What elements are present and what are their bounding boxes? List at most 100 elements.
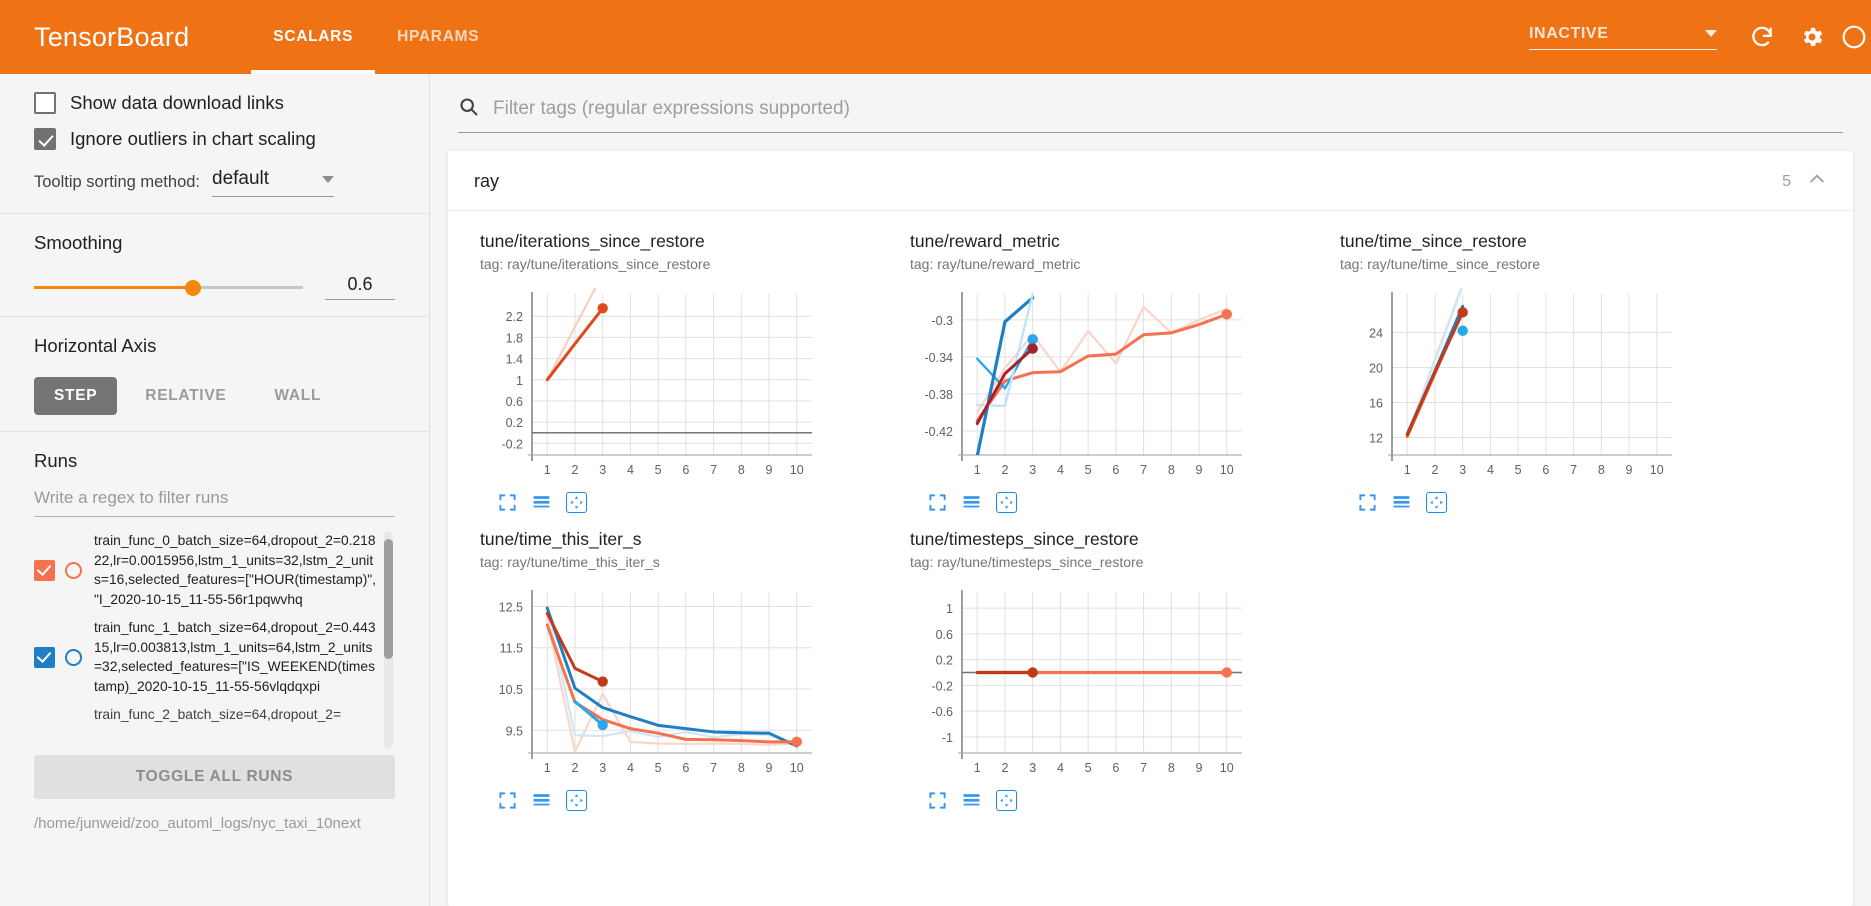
ignore-outliers-label: Ignore outliers in chart scaling xyxy=(70,128,316,149)
svg-text:1: 1 xyxy=(974,761,981,775)
ignore-outliers-row[interactable]: Ignore outliers in chart scaling xyxy=(34,128,395,150)
axis-option-relative[interactable]: RELATIVE xyxy=(145,387,227,404)
svg-text:-0.6: -0.6 xyxy=(931,705,953,719)
expand-chart-icon[interactable] xyxy=(1358,493,1377,512)
smoothing-row: 0.6 xyxy=(34,274,395,300)
svg-text:0.2: 0.2 xyxy=(936,653,953,667)
svg-text:1: 1 xyxy=(544,761,551,775)
run-list-item[interactable]: train_func_1_batch_size=64,dropout_2=0.4… xyxy=(34,618,377,697)
svg-text:4: 4 xyxy=(627,463,634,477)
reload-state-dropdown[interactable]: INACTIVE xyxy=(1529,25,1717,50)
runs-scrollbar-thumb[interactable] xyxy=(384,539,393,659)
svg-text:10.5: 10.5 xyxy=(499,683,523,697)
svg-text:7: 7 xyxy=(710,761,717,775)
svg-text:9: 9 xyxy=(1626,463,1633,477)
svg-text:3: 3 xyxy=(599,463,606,477)
run-list-item[interactable]: train_func_2_batch_size=64,dropout_2= xyxy=(34,705,377,726)
smoothing-value-input[interactable]: 0.6 xyxy=(325,274,395,300)
svg-text:24: 24 xyxy=(1369,326,1383,340)
body-wrapper: Show data download links Ignore outliers… xyxy=(0,74,1871,906)
reload-state-label: INACTIVE xyxy=(1529,24,1609,42)
expand-chart-icon[interactable] xyxy=(498,493,517,512)
chart-plot[interactable]: -0.2 0.2 0.6 1 1.4 1.8 2.2 1 2 3 4 5 6 7 8 9 10 xyxy=(480,286,890,486)
svg-text:8: 8 xyxy=(1598,463,1605,477)
settings-gear-icon[interactable] xyxy=(1787,12,1837,62)
chart-plot[interactable]: -1 -0.6 -0.2 0.2 0.6 1 1 2 3 4 5 6 7 8 9 10 xyxy=(910,584,1320,784)
show-download-links-row[interactable]: Show data download links xyxy=(34,92,395,114)
tab-scalars[interactable]: SCALARS xyxy=(251,0,375,74)
chart-plot[interactable]: 12 16 20 24 1 2 3 4 5 6 7 8 9 10 xyxy=(1340,286,1750,486)
run-list-item[interactable]: train_func_0_batch_size=64,dropout_2=0.2… xyxy=(34,531,377,610)
chart-plot[interactable]: 9.5 10.5 11.5 12.5 1 2 3 4 5 6 7 8 9 10 xyxy=(480,584,890,784)
expand-chart-icon[interactable] xyxy=(498,791,517,810)
runs-scrollbar[interactable] xyxy=(384,531,393,749)
toggle-chart-lines-icon[interactable] xyxy=(1391,493,1412,512)
chart-title: tune/time_since_restore xyxy=(1340,231,1527,251)
chart-card: tune/timesteps_since_restore tag: ray/tun… xyxy=(910,529,1320,811)
expand-chart-icon[interactable] xyxy=(928,493,947,512)
runs-list[interactable]: train_func_0_batch_size=64,dropout_2=0.2… xyxy=(34,531,395,749)
horizontal-axis-toggle-group: STEP RELATIVE WALL xyxy=(34,377,395,415)
run-color-swatch[interactable] xyxy=(65,648,82,666)
chevron-up-icon[interactable] xyxy=(1807,169,1827,194)
svg-text:7: 7 xyxy=(1570,463,1577,477)
svg-text:12.5: 12.5 xyxy=(499,600,523,614)
svg-text:16: 16 xyxy=(1369,396,1383,410)
svg-text:10: 10 xyxy=(1220,761,1234,775)
svg-text:1: 1 xyxy=(974,463,981,477)
svg-text:2: 2 xyxy=(1001,463,1008,477)
refresh-icon[interactable] xyxy=(1737,12,1787,62)
fit-domain-icon[interactable] xyxy=(566,789,587,811)
tooltip-sorting-row: Tooltip sorting method: default xyxy=(34,168,395,197)
toggle-chart-lines-icon[interactable] xyxy=(531,493,552,512)
ignore-outliers-checkbox[interactable] xyxy=(34,128,56,150)
charts-grid: tune/iterations_since_restore tag: ray/tu… xyxy=(448,211,1853,821)
toggle-chart-lines-icon[interactable] xyxy=(531,791,552,810)
chevron-down-icon xyxy=(1705,30,1717,37)
axis-option-wall[interactable]: WALL xyxy=(274,387,322,404)
svg-text:5: 5 xyxy=(655,463,662,477)
smoothing-section: Smoothing 0.6 xyxy=(0,214,429,317)
logdir-path: /home/junweid/zoo_automl_logs/nyc_taxi_1… xyxy=(34,815,361,832)
svg-text:3: 3 xyxy=(599,761,606,775)
show-download-links-checkbox[interactable] xyxy=(34,92,56,114)
tab-hparams[interactable]: HPARAMS xyxy=(397,28,480,45)
tag-group-header[interactable]: ray 5 xyxy=(448,151,1853,211)
smoothing-slider[interactable] xyxy=(34,277,303,297)
chevron-down-icon xyxy=(322,175,335,183)
svg-text:8: 8 xyxy=(1168,761,1175,775)
chart-tag: tag: ray/tune/reward_metric xyxy=(910,255,1081,272)
slider-fill xyxy=(34,286,193,289)
chart-title: tune/iterations_since_restore xyxy=(480,231,705,251)
chart-plot[interactable]: -0.42 -0.38 -0.34 -0.3 1 2 3 4 5 6 7 8 9 10 xyxy=(910,286,1320,486)
svg-text:9: 9 xyxy=(766,761,773,775)
run-toggles xyxy=(34,646,82,668)
expand-chart-icon[interactable] xyxy=(928,791,947,810)
help-icon[interactable] xyxy=(1837,12,1871,62)
fit-domain-icon[interactable] xyxy=(566,491,587,513)
fit-domain-icon[interactable] xyxy=(1426,491,1447,513)
sidebar: Show data download links Ignore outliers… xyxy=(0,74,430,906)
svg-text:8: 8 xyxy=(1168,463,1175,477)
runs-label: Runs xyxy=(34,450,78,471)
tag-filter-input[interactable] xyxy=(491,97,1843,121)
run-checkbox[interactable] xyxy=(34,559,55,581)
tooltip-sorting-select[interactable]: default xyxy=(212,168,335,197)
tag-filter-box[interactable] xyxy=(458,96,1843,133)
axis-option-step[interactable]: STEP xyxy=(34,377,118,415)
chart-card: tune/time_since_restore tag: ray/tune/tim… xyxy=(1340,231,1750,513)
toggle-chart-lines-icon[interactable] xyxy=(961,791,982,810)
toggle-chart-lines-icon[interactable] xyxy=(961,493,982,512)
toggle-all-runs-button[interactable]: TOGGLE ALL RUNS xyxy=(34,755,395,799)
runs-filter-input[interactable] xyxy=(34,482,395,517)
svg-text:9: 9 xyxy=(766,463,773,477)
run-color-swatch[interactable] xyxy=(65,561,82,579)
fit-domain-icon[interactable] xyxy=(996,491,1017,513)
svg-text:1: 1 xyxy=(516,374,523,388)
slider-thumb[interactable] xyxy=(184,280,201,296)
chart-toolbar xyxy=(928,789,1320,811)
svg-text:-0.38: -0.38 xyxy=(925,388,954,402)
fit-domain-icon[interactable] xyxy=(996,789,1017,811)
svg-text:9.5: 9.5 xyxy=(506,724,523,738)
run-checkbox[interactable] xyxy=(34,646,55,668)
